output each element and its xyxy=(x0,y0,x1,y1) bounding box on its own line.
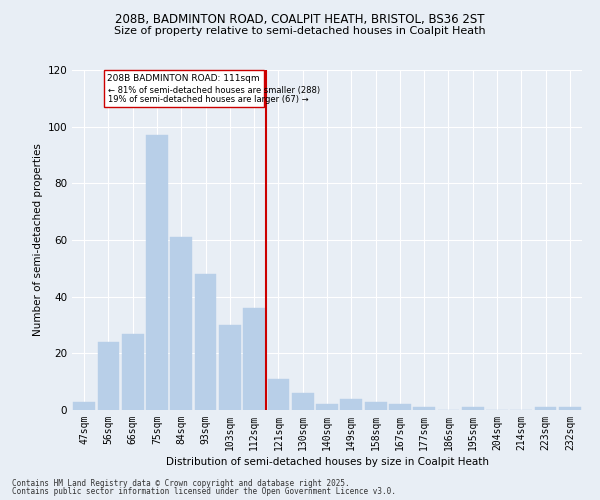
FancyBboxPatch shape xyxy=(104,70,264,107)
Bar xyxy=(365,402,386,410)
X-axis label: Distribution of semi-detached houses by size in Coalpit Heath: Distribution of semi-detached houses by … xyxy=(166,457,488,467)
Text: ← 81% of semi-detached houses are smaller (288): ← 81% of semi-detached houses are smalle… xyxy=(109,86,320,94)
Bar xyxy=(219,325,241,410)
Y-axis label: Number of semi-detached properties: Number of semi-detached properties xyxy=(33,144,43,336)
Bar xyxy=(122,334,143,410)
Bar xyxy=(146,135,168,410)
Bar xyxy=(243,308,265,410)
Bar xyxy=(170,237,192,410)
Bar xyxy=(97,342,119,410)
Text: 19% of semi-detached houses are larger (67) →: 19% of semi-detached houses are larger (… xyxy=(109,96,309,104)
Text: Contains public sector information licensed under the Open Government Licence v3: Contains public sector information licen… xyxy=(12,487,396,496)
Bar xyxy=(559,407,581,410)
Bar xyxy=(73,402,95,410)
Bar xyxy=(316,404,338,410)
Bar xyxy=(268,379,289,410)
Bar xyxy=(535,407,556,410)
Text: 208B BADMINTON ROAD: 111sqm: 208B BADMINTON ROAD: 111sqm xyxy=(107,74,260,83)
Text: Contains HM Land Registry data © Crown copyright and database right 2025.: Contains HM Land Registry data © Crown c… xyxy=(12,478,350,488)
Bar xyxy=(340,398,362,410)
Text: 208B, BADMINTON ROAD, COALPIT HEATH, BRISTOL, BS36 2ST: 208B, BADMINTON ROAD, COALPIT HEATH, BRI… xyxy=(115,12,485,26)
Bar xyxy=(389,404,411,410)
Bar xyxy=(413,407,435,410)
Text: Size of property relative to semi-detached houses in Coalpit Heath: Size of property relative to semi-detach… xyxy=(114,26,486,36)
Bar xyxy=(194,274,217,410)
Bar xyxy=(292,393,314,410)
Bar xyxy=(462,407,484,410)
